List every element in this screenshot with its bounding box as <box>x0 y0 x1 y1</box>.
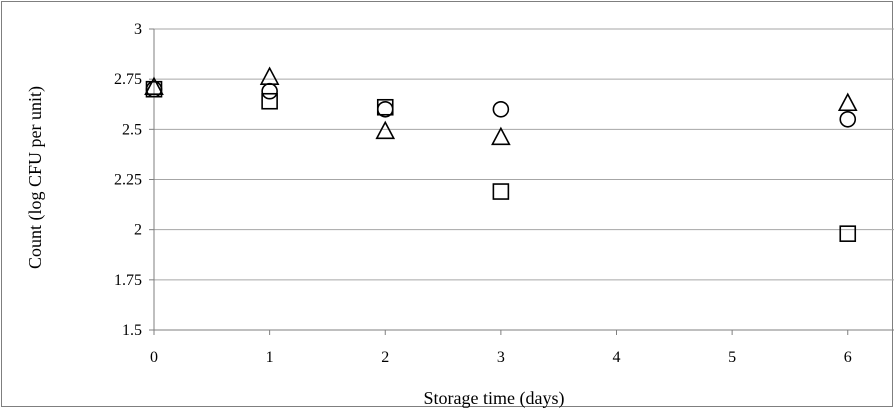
circle-marker <box>839 111 857 128</box>
circle-marker <box>145 80 163 98</box>
x-tick-label: 5 <box>728 349 736 366</box>
y-tick-label: 2.75 <box>114 71 142 88</box>
x-tick-label: 4 <box>613 349 621 366</box>
circle-marker <box>376 100 394 118</box>
triangle-marker <box>259 66 280 85</box>
y-tick-label: 2.25 <box>114 172 142 189</box>
circle-marker <box>261 82 278 100</box>
x-tick-label: 0 <box>150 349 158 366</box>
y-tick-label: 2.5 <box>122 121 142 138</box>
square-marker <box>261 92 278 110</box>
y-tick-label: 1.75 <box>114 272 142 289</box>
tick-labels: 1.5 1.75 2 2.25 2.5 2.75 3 0 1 2 3 4 5 6 <box>114 21 852 366</box>
grid-lines <box>154 28 894 281</box>
circle-marker <box>492 100 510 118</box>
axes <box>149 28 894 335</box>
y-tick-label: 3 <box>134 21 142 38</box>
x-tick-label: 1 <box>266 349 274 366</box>
triangle-marker <box>375 120 396 140</box>
x-tick-label: 3 <box>497 349 505 366</box>
y-tick-label: 2 <box>134 222 142 239</box>
square-marker <box>839 225 857 242</box>
x-axis-label: Storage time (days) <box>424 388 565 409</box>
y-tick-label: 1.5 <box>122 322 142 339</box>
square-marker <box>492 183 510 200</box>
y-axis-label: Count (log CFU per unit) <box>25 86 46 269</box>
x-tick-label: 6 <box>844 349 852 366</box>
triangle-marker <box>144 76 164 95</box>
x-tick-label: 2 <box>381 349 389 366</box>
triangle-marker <box>491 126 511 146</box>
data-markers <box>144 66 858 242</box>
triangle-marker <box>837 92 858 112</box>
